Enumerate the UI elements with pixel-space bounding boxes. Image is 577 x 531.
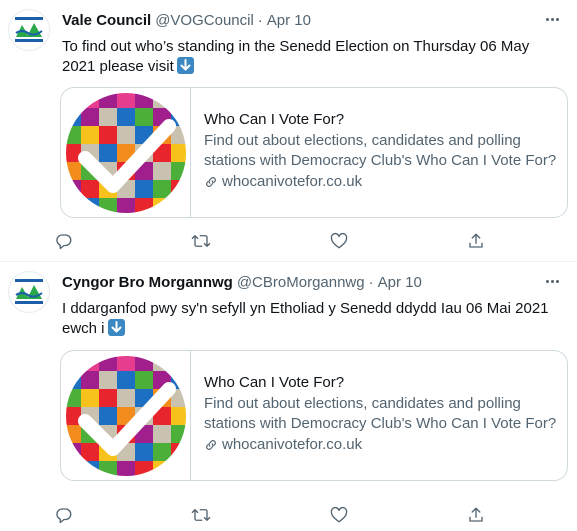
display-name[interactable]: Cyngor Bro Morgannwg bbox=[62, 274, 233, 291]
card-description: Find out about elections, candidates and… bbox=[204, 395, 557, 432]
council-logo-icon bbox=[15, 17, 43, 42]
card-title: Who Can I Vote For? bbox=[204, 374, 345, 391]
card-domain-text: whocanivotefor.co.uk bbox=[222, 173, 363, 190]
share-icon[interactable] bbox=[466, 505, 486, 525]
link-card[interactable]: Who Can I Vote For? Find out about elect… bbox=[60, 87, 568, 218]
card-image bbox=[61, 88, 191, 217]
user-handle[interactable]: @CBroMorgannwg bbox=[236, 274, 365, 291]
tweet[interactable]: Cyngor Bro Morgannwg @CBroMorgannwg · Ap… bbox=[0, 262, 577, 531]
link-card[interactable]: Who Can I Vote For? Find out about elect… bbox=[60, 350, 568, 481]
tweet-actions bbox=[54, 505, 494, 525]
down-arrow-emoji bbox=[176, 57, 194, 74]
card-description: Find out about elections, candidates and… bbox=[204, 132, 557, 169]
council-logo-icon bbox=[15, 279, 43, 304]
card-domain-text: whocanivotefor.co.uk bbox=[222, 436, 363, 453]
card-title: Who Can I Vote For? bbox=[204, 111, 345, 128]
reply-icon[interactable] bbox=[54, 505, 74, 525]
link-icon bbox=[206, 440, 216, 450]
card-body: Who Can I Vote For? Find out about elect… bbox=[204, 373, 562, 455]
tweet-date[interactable]: Apr 10 bbox=[377, 274, 422, 291]
card-domain: whocanivotefor.co.uk bbox=[204, 435, 562, 455]
vote-logo-icon bbox=[66, 356, 186, 476]
down-arrow-emoji bbox=[107, 319, 125, 336]
tweet-actions bbox=[54, 231, 494, 251]
separator: · bbox=[257, 12, 263, 29]
reply-icon[interactable] bbox=[54, 231, 74, 251]
more-icon[interactable] bbox=[541, 10, 563, 28]
card-image bbox=[61, 351, 191, 480]
avatar[interactable] bbox=[8, 271, 50, 313]
tweet-date[interactable]: Apr 10 bbox=[266, 12, 311, 29]
tweet[interactable]: Vale Council @VOGCouncil · Apr 10 To fin… bbox=[0, 0, 577, 262]
like-icon[interactable] bbox=[329, 505, 349, 525]
more-icon[interactable] bbox=[541, 272, 563, 290]
tweet-text-body: I ddarganfod pwy sy'n sefyll yn Etholiad… bbox=[62, 300, 549, 337]
tweet-header: Cyngor Bro Morgannwg @CBroMorgannwg · Ap… bbox=[62, 274, 422, 291]
separator: · bbox=[368, 274, 374, 291]
tweet-header: Vale Council @VOGCouncil · Apr 10 bbox=[62, 12, 311, 29]
display-name[interactable]: Vale Council bbox=[62, 12, 152, 29]
vote-logo-icon bbox=[66, 93, 186, 213]
retweet-icon[interactable] bbox=[191, 505, 211, 525]
like-icon[interactable] bbox=[329, 231, 349, 251]
avatar[interactable] bbox=[8, 9, 50, 51]
card-domain: whocanivotefor.co.uk bbox=[204, 172, 562, 192]
link-icon bbox=[206, 177, 216, 187]
tweet-text: To find out who’s standing in the Senedd… bbox=[62, 37, 562, 77]
tweet-text-body: To find out who’s standing in the Senedd… bbox=[62, 38, 530, 75]
card-body: Who Can I Vote For? Find out about elect… bbox=[204, 110, 562, 192]
retweet-icon[interactable] bbox=[191, 231, 211, 251]
tweet-text: I ddarganfod pwy sy'n sefyll yn Etholiad… bbox=[62, 299, 562, 339]
user-handle[interactable]: @VOGCouncil bbox=[155, 12, 254, 29]
share-icon[interactable] bbox=[466, 231, 486, 251]
